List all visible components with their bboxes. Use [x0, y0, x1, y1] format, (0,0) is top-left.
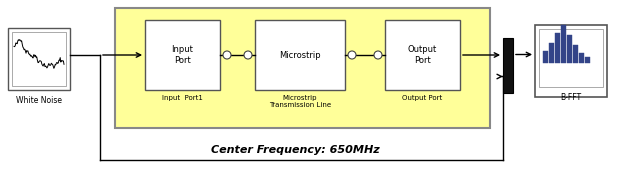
Bar — [12, 32, 66, 86]
Text: Center Frequency: 650MHz: Center Frequency: 650MHz — [210, 145, 379, 155]
Bar — [255, 20, 345, 90]
Bar — [543, 51, 548, 63]
Text: Microstrip
Transmission Line: Microstrip Transmission Line — [269, 95, 331, 108]
Bar — [555, 33, 560, 63]
Bar — [549, 43, 554, 63]
Bar — [573, 45, 578, 63]
Bar — [539, 29, 603, 87]
Bar — [385, 20, 460, 90]
Bar — [585, 57, 590, 63]
Circle shape — [374, 51, 382, 59]
Bar — [503, 38, 513, 93]
Text: B-FFT: B-FFT — [560, 93, 582, 102]
Circle shape — [244, 51, 252, 59]
Text: Microstrip: Microstrip — [279, 50, 321, 59]
Circle shape — [348, 51, 356, 59]
Bar — [579, 53, 584, 63]
Bar — [8, 28, 70, 90]
Bar — [567, 35, 572, 63]
Bar — [145, 20, 220, 90]
Bar — [115, 8, 490, 128]
Circle shape — [223, 51, 231, 59]
Text: Output Port: Output Port — [402, 95, 442, 101]
Text: White Noise: White Noise — [16, 96, 62, 105]
Text: Input
Port: Input Port — [172, 45, 194, 65]
Text: Output
Port: Output Port — [408, 45, 437, 65]
Bar — [535, 25, 607, 97]
Bar — [561, 25, 566, 63]
Text: Input  Port1: Input Port1 — [162, 95, 203, 101]
